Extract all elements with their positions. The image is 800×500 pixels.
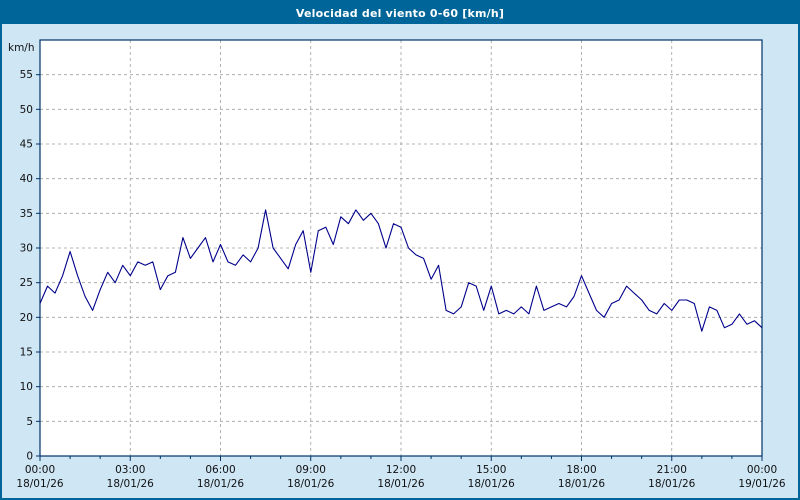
x-axis-time-label: 18:00 [566, 464, 596, 476]
x-axis-date-label: 18/01/26 [197, 478, 244, 490]
y-axis-tick-label: 40 [20, 173, 33, 185]
chart-area: 0 5 10 15 20 25 30 35 40 45 50 55 00:00 18/01/26 03:00… [2, 24, 798, 498]
x-axis-date-label: 18/01/26 [377, 478, 424, 490]
y-axis-unit-label: km/h [8, 42, 35, 54]
y-axis-tick-label: 20 [20, 312, 33, 324]
y-axis-tick-label: 0 [26, 451, 33, 463]
x-axis-time-label: 12:00 [386, 464, 416, 476]
x-axis-date-label: 18/01/26 [16, 478, 63, 490]
y-axis-tick-label: 25 [20, 277, 33, 289]
y-axis-tick-label: 5 [26, 416, 33, 428]
wind-speed-chart: 0 5 10 15 20 25 30 35 40 45 50 55 00:00 18/01/26 03:00… [8, 39, 786, 490]
y-axis-tick-label: 45 [20, 139, 33, 151]
x-axis-time-label: 03:00 [115, 464, 145, 476]
x-axis-date-label: 19/01/26 [738, 478, 785, 490]
x-axis-time-label: 00:00 [747, 464, 777, 476]
x-axis-time-label: 09:00 [296, 464, 326, 476]
x-axis-date-label: 18/01/26 [468, 478, 515, 490]
x-axis-date-label: 18/01/26 [287, 478, 334, 490]
y-axis-tick-label: 55 [20, 69, 33, 81]
x-axis-date-label: 18/01/26 [107, 478, 154, 490]
chart-title-bar: Velocidad del viento 0-60 [km/h] [2, 2, 798, 24]
y-axis-tick-label: 30 [20, 243, 33, 255]
chart-title: Velocidad del viento 0-60 [km/h] [295, 6, 505, 20]
x-axis-date-label: 18/01/26 [558, 478, 605, 490]
y-axis-tick-label: 15 [20, 347, 33, 359]
x-axis-time-label: 21:00 [657, 464, 687, 476]
plot-border [39, 39, 763, 457]
y-axis-tick-label: 50 [20, 104, 33, 116]
x-axis-time-label: 00:00 [25, 464, 55, 476]
x-axis-date-label: 18/01/26 [648, 478, 695, 490]
wind-speed-line [39, 209, 763, 332]
x-axis-time-label: 06:00 [205, 464, 235, 476]
y-axis-tick-label: 35 [20, 208, 33, 220]
y-axis-tick-label: 10 [20, 381, 33, 393]
x-axis-time-label: 15:00 [476, 464, 506, 476]
